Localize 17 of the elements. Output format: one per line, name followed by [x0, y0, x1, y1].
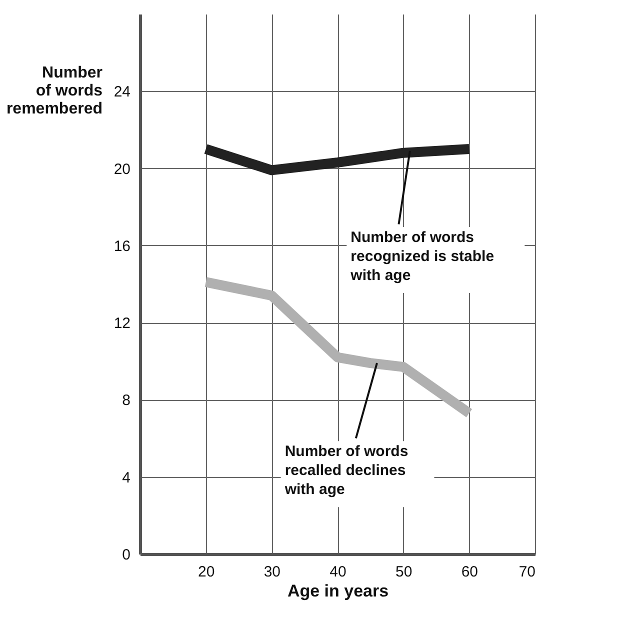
- annotation: Number of words recalled declines with age: [284, 443, 408, 498]
- annotation: Number of words recognized is stable with age: [350, 229, 494, 284]
- y-axis-title: Number of words remembered: [6, 64, 103, 118]
- x-tick-label: 70: [518, 564, 536, 580]
- y-tick-label: 4: [122, 469, 130, 486]
- x-axis-title: Age in years: [287, 582, 389, 600]
- y-tick-label: 0: [122, 546, 130, 564]
- x-tick-label: 30: [264, 564, 281, 580]
- y-tick-label: 12: [114, 315, 130, 332]
- y-tick-label: 24: [114, 84, 130, 101]
- x-tick-label: 40: [330, 564, 346, 580]
- y-tick-label: 16: [114, 238, 130, 255]
- y-tick-label: 8: [122, 392, 130, 410]
- x-tick-label: 50: [395, 564, 412, 580]
- x-tick-label: 60: [461, 564, 478, 580]
- x-tick-label: 20: [198, 564, 215, 580]
- y-tick-label: 20: [114, 160, 130, 178]
